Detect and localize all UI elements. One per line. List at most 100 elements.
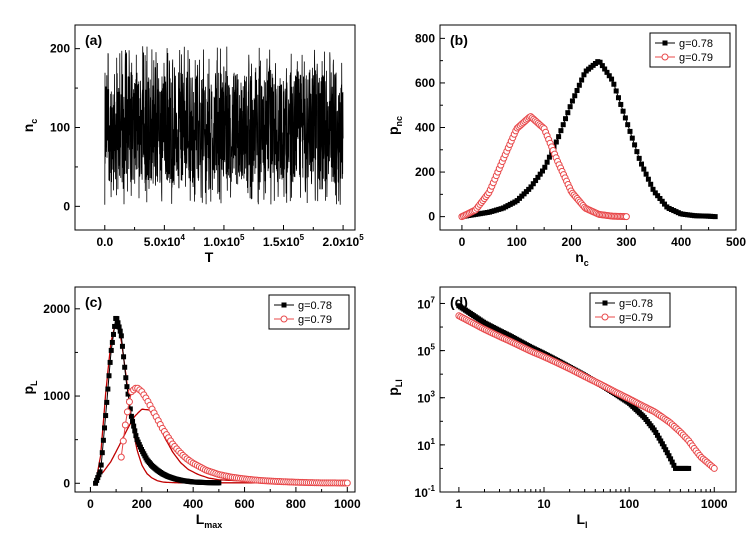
- data-point: [542, 164, 548, 170]
- data-point: [638, 161, 644, 167]
- data-point: [94, 477, 100, 483]
- y-tick-label-exponent: 5: [431, 343, 436, 352]
- data-point: [671, 462, 677, 468]
- x-tick-label-mantissa: 2.0x10: [323, 235, 360, 249]
- data-point: [558, 128, 564, 134]
- x-tick-label-mantissa: 1.0x10: [203, 235, 240, 249]
- data-point: [563, 116, 569, 122]
- data-point: [97, 469, 103, 475]
- y-tick-label-exponent: 7: [431, 295, 436, 304]
- data-point: [108, 347, 114, 353]
- y-axis-label-main: p: [385, 126, 401, 135]
- data-point: [609, 76, 615, 82]
- data-point: [643, 171, 649, 177]
- data-point: [622, 213, 630, 221]
- data-point: [636, 155, 642, 161]
- y-axis-label-sub: c: [29, 119, 39, 124]
- x-tick-label-mantissa: 1.5x10: [263, 235, 300, 249]
- legend-label: g=0.79: [619, 312, 653, 324]
- data-point: [652, 190, 658, 196]
- data-point: [567, 104, 573, 110]
- x-tick-label: 1.0x105: [203, 233, 245, 249]
- data-point: [116, 324, 122, 330]
- legend-box: [589, 292, 671, 328]
- legend-marker: [280, 315, 288, 323]
- x-tick-label: 10: [537, 497, 551, 511]
- x-tick-label: 0.0: [96, 235, 113, 249]
- legend-marker: [602, 300, 608, 306]
- y-axis-label: pnc: [385, 116, 404, 135]
- data-point: [620, 108, 626, 114]
- panel-label: (a): [85, 32, 102, 48]
- data-point: [117, 453, 125, 461]
- y-tick-label-mantissa: 10: [417, 392, 431, 406]
- data-point: [127, 406, 133, 412]
- data-point: [104, 399, 110, 405]
- data-point: [611, 81, 617, 87]
- data-point: [110, 331, 116, 337]
- y-tick-label-mantissa: 10: [417, 439, 431, 453]
- data-point: [653, 429, 659, 435]
- data-point: [556, 134, 562, 140]
- y-axis-label: nc: [20, 119, 39, 133]
- data-point: [93, 480, 99, 486]
- x-axis-label-sub: max: [204, 520, 222, 530]
- data-point: [627, 128, 633, 134]
- x-axis-label-sub: c: [584, 258, 589, 268]
- x-tick-label: 1: [456, 497, 463, 511]
- data-point: [119, 343, 125, 349]
- x-tick-label-mantissa: 0.0: [96, 235, 113, 249]
- y-tick-label: 0: [428, 210, 435, 224]
- x-tick-label: 0: [87, 497, 94, 511]
- x-tick-label-exponent: 5: [240, 233, 245, 242]
- data-point: [569, 98, 575, 104]
- data-point: [712, 214, 718, 220]
- y-tick-label: 1000: [43, 389, 70, 403]
- data-point: [581, 72, 587, 78]
- data-point: [343, 479, 351, 487]
- legend-box: [649, 32, 731, 68]
- data-point: [645, 176, 651, 182]
- data-point: [109, 339, 115, 345]
- data-point: [95, 475, 101, 481]
- y-tick-label: 105: [417, 343, 435, 359]
- data-point: [535, 174, 541, 180]
- y-tick-label: 200: [50, 42, 70, 56]
- y-tick-label: 2000: [43, 302, 70, 316]
- data-point: [629, 135, 635, 141]
- y-tick-label-exponent: 1: [431, 437, 436, 446]
- data-point: [648, 181, 654, 187]
- data-point: [625, 122, 631, 128]
- y-tick-label: 0: [63, 476, 70, 490]
- data-point: [118, 333, 124, 339]
- x-axis-label-main: L: [576, 511, 585, 527]
- data-point: [553, 139, 559, 145]
- x-tick-label: 100: [619, 497, 639, 511]
- x-tick-label: 300: [616, 235, 636, 249]
- data-point: [651, 427, 657, 433]
- x-tick-label-exponent: 5: [359, 233, 364, 242]
- data-point: [122, 364, 128, 370]
- data-point: [105, 386, 111, 392]
- data-point: [666, 453, 672, 459]
- legend-label: g=0.78: [679, 38, 713, 50]
- y-tick-label: 107: [417, 295, 435, 311]
- x-axis-label: Ll: [576, 511, 587, 530]
- x-axis-label-main: L: [196, 511, 205, 527]
- data-point: [112, 323, 118, 329]
- data-point: [132, 428, 138, 434]
- data-point: [115, 320, 121, 326]
- data-point: [216, 480, 222, 486]
- data-point: [107, 359, 113, 365]
- data-point: [604, 69, 610, 75]
- data-point: [657, 195, 663, 201]
- data-point: [133, 433, 139, 439]
- x-tick-label: 500: [726, 235, 746, 249]
- data-point: [106, 373, 112, 379]
- data-point: [663, 447, 669, 453]
- x-axis-label: Lmax: [196, 511, 223, 530]
- x-tick-label: 800: [286, 497, 306, 511]
- fit-curve: [94, 321, 348, 484]
- x-tick-label: 100: [507, 235, 527, 249]
